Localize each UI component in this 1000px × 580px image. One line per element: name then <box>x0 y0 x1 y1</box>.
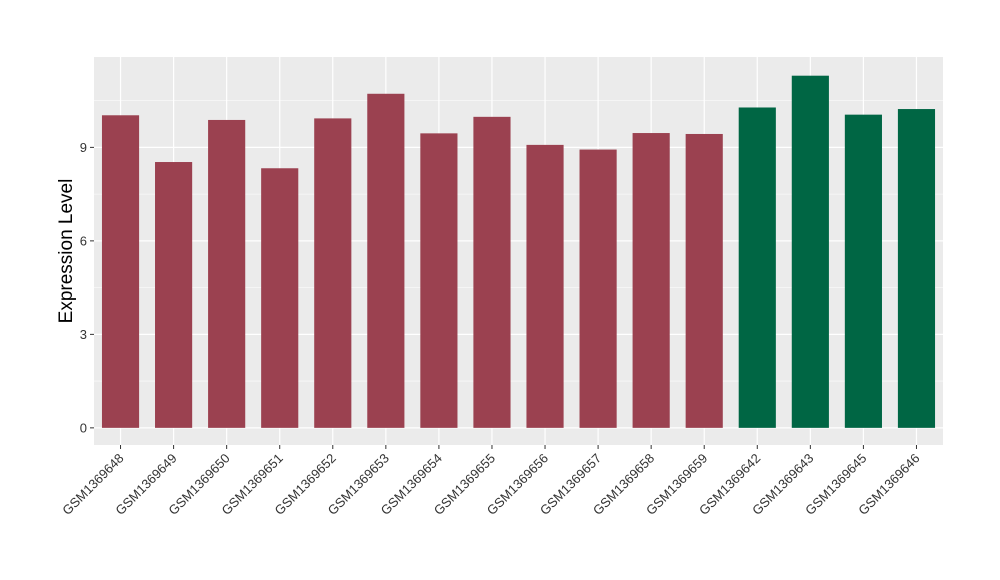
bar-GSM1369652 <box>314 118 352 428</box>
bar-GSM1369643 <box>791 75 829 428</box>
y-tick-label: 9 <box>80 140 87 155</box>
bar-GSM1369646 <box>897 109 936 428</box>
y-axis: 0 3 6 9 <box>80 140 94 435</box>
y-tick-label: 6 <box>80 233 87 248</box>
bar-GSM1369642 <box>738 107 776 428</box>
bar-GSM1369654 <box>420 133 458 428</box>
bar-GSM1369655 <box>473 116 511 428</box>
bar-GSM1369651 <box>261 168 299 428</box>
y-tick-label: 3 <box>80 327 87 342</box>
bar-GSM1369657 <box>579 149 617 428</box>
bar-GSM1369656 <box>526 144 564 428</box>
bar-GSM1369659 <box>685 133 723 428</box>
y-axis-title: Expression Level <box>56 179 77 324</box>
bar-GSM1369645 <box>844 114 882 428</box>
y-tick-label: 0 <box>80 420 87 435</box>
bar-GSM1369649 <box>155 162 193 428</box>
bar-GSM1369650 <box>208 119 246 428</box>
bar-GSM1369648 <box>101 115 140 428</box>
x-axis: GSM1369648GSM1369649GSM1369650GSM1369651… <box>59 445 923 518</box>
bars <box>101 75 936 428</box>
bar-GSM1369653 <box>367 93 405 428</box>
bar-GSM1369658 <box>632 133 670 428</box>
